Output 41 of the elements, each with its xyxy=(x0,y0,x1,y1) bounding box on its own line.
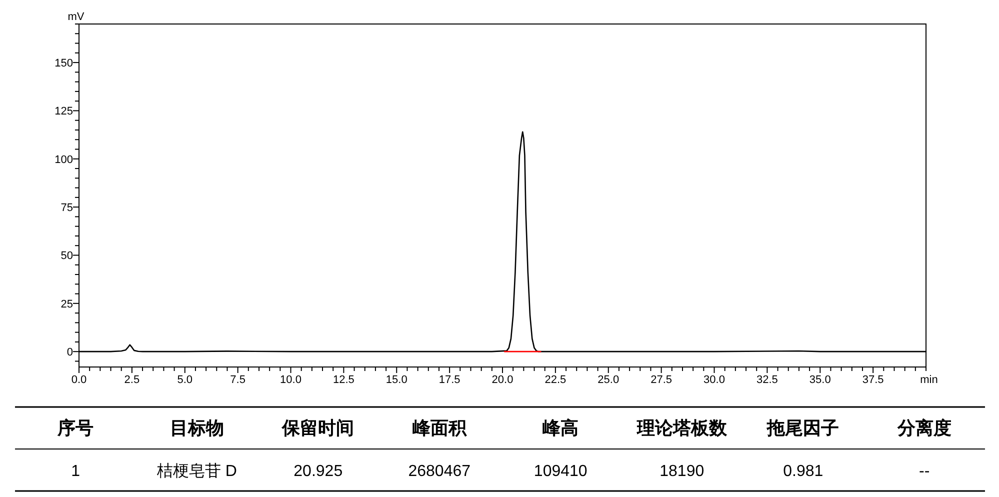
text: 保留时间 xyxy=(281,418,354,438)
text: 109410 xyxy=(534,463,588,480)
x-tick-label: 5.0 xyxy=(177,374,193,386)
x-tick-label: 25.0 xyxy=(598,374,620,386)
x-tick-label: 37.5 xyxy=(862,374,884,386)
y-tick-label: 75 xyxy=(60,202,73,214)
x-tick-label: 22.5 xyxy=(544,374,566,386)
x-axis-title: min xyxy=(920,374,938,386)
x-tick-label: 10.0 xyxy=(280,374,302,386)
text: 拖尾因子 xyxy=(766,418,840,438)
x-tick-label: 12.5 xyxy=(332,374,354,386)
x-tick-label: 7.5 xyxy=(230,374,246,386)
x-tick-label: 32.5 xyxy=(756,374,778,386)
text: 18190 xyxy=(660,463,704,480)
y-tick-label: 50 xyxy=(60,250,73,262)
text: 峰高 xyxy=(542,418,579,438)
text: -- xyxy=(919,463,930,480)
y-tick-label: 0 xyxy=(66,346,73,359)
text: 20.925 xyxy=(294,463,343,480)
text: 2680467 xyxy=(408,463,471,480)
y-axis-title: mV xyxy=(68,11,85,23)
text: 0.981 xyxy=(783,463,824,480)
y-tick-label: 25 xyxy=(60,298,73,310)
text: 目标物 xyxy=(170,418,224,438)
x-tick-label: 30.0 xyxy=(704,374,725,386)
text: 序号 xyxy=(56,418,94,438)
y-tick-label: 100 xyxy=(54,154,73,166)
x-tick-label: 2.5 xyxy=(124,374,140,386)
text: 分离度 xyxy=(896,418,952,438)
x-tick-label: 15.0 xyxy=(386,374,408,386)
y-tick-label: 150 xyxy=(54,58,73,70)
text: 桔梗皂苷 D xyxy=(156,462,237,480)
y-tick-label: 125 xyxy=(54,106,73,118)
text: 理论塔板数 xyxy=(636,418,728,438)
text: 峰面积 xyxy=(412,418,468,438)
x-tick-label: 35.0 xyxy=(809,374,831,386)
x-tick-label: 0.0 xyxy=(71,374,87,386)
x-tick-label: 17.5 xyxy=(438,374,460,386)
x-tick-label: 20.0 xyxy=(492,374,514,386)
x-tick-label: 27.5 xyxy=(650,374,672,386)
text: 1 xyxy=(71,463,80,480)
